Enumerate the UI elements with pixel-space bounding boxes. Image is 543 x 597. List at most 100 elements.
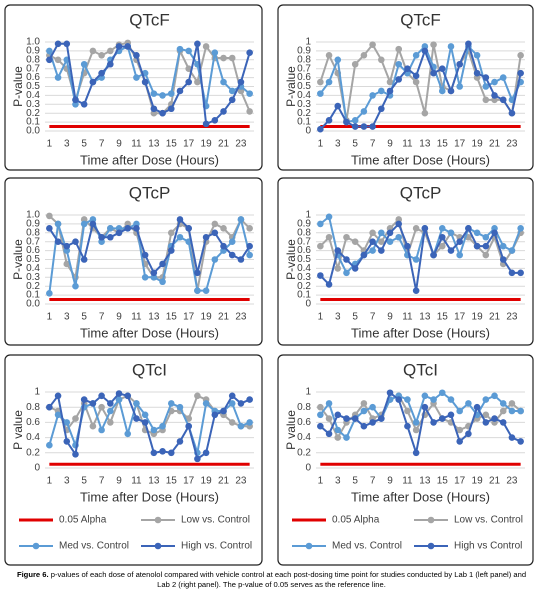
data-point bbox=[430, 41, 437, 48]
data-point bbox=[430, 396, 437, 403]
data-point bbox=[421, 225, 429, 232]
data-point bbox=[246, 242, 253, 250]
data-point bbox=[438, 233, 446, 241]
data-point bbox=[141, 78, 149, 86]
data-point bbox=[194, 40, 201, 48]
y-tick-label: 0.1 bbox=[297, 117, 311, 128]
x-tick-label: 19 bbox=[472, 476, 484, 487]
data-point bbox=[360, 251, 368, 259]
x-tick-label: 23 bbox=[235, 312, 247, 323]
x-tick-label: 7 bbox=[370, 476, 376, 487]
data-point bbox=[220, 242, 227, 250]
data-point bbox=[438, 87, 446, 95]
data-point bbox=[228, 251, 236, 259]
data-point bbox=[98, 233, 105, 241]
data-point bbox=[456, 426, 463, 434]
data-point bbox=[334, 56, 342, 64]
data-point bbox=[317, 422, 324, 430]
data-point bbox=[159, 278, 166, 286]
x-tick-label: 9 bbox=[116, 312, 122, 323]
data-point bbox=[395, 396, 403, 403]
panel-border bbox=[277, 354, 534, 566]
x-tick-label: 11 bbox=[131, 476, 142, 487]
data-point bbox=[115, 396, 123, 403]
data-point bbox=[447, 87, 455, 95]
data-point bbox=[150, 105, 158, 113]
x-tick-label: 17 bbox=[454, 139, 466, 150]
x-axis-label: Time after Dose (Hours) bbox=[80, 152, 219, 167]
x-tick-label: 7 bbox=[370, 139, 376, 150]
data-point bbox=[176, 403, 184, 411]
data-point bbox=[378, 229, 385, 237]
data-point bbox=[176, 45, 184, 53]
data-point bbox=[395, 45, 403, 53]
data-point bbox=[491, 78, 498, 86]
data-point bbox=[133, 415, 140, 422]
data-point bbox=[141, 419, 149, 426]
panel-border bbox=[4, 177, 263, 346]
legend-marker bbox=[305, 542, 313, 550]
data-point bbox=[237, 78, 245, 86]
x-tick-label: 5 bbox=[352, 476, 358, 487]
data-point bbox=[430, 69, 437, 77]
data-point bbox=[202, 120, 210, 128]
x-tick-label: 13 bbox=[419, 312, 431, 323]
data-point bbox=[46, 47, 53, 55]
caption-label: Figure 6. bbox=[16, 570, 49, 579]
data-point bbox=[360, 400, 368, 407]
data-point bbox=[369, 238, 376, 245]
data-point bbox=[482, 83, 490, 90]
data-point bbox=[176, 233, 184, 241]
x-axis-label: Time after Dose (Hours) bbox=[80, 325, 219, 340]
data-point bbox=[430, 251, 437, 259]
data-point bbox=[395, 233, 403, 241]
data-point bbox=[343, 233, 350, 241]
data-point bbox=[54, 74, 62, 81]
x-axis-label: Time after Dose (Hours) bbox=[351, 325, 490, 340]
data-point bbox=[185, 47, 192, 55]
y-tick-label: 0.8 bbox=[297, 54, 311, 65]
data-point bbox=[343, 118, 350, 126]
x-tick-label: 11 bbox=[402, 312, 413, 323]
data-point bbox=[220, 54, 227, 62]
data-point bbox=[386, 78, 394, 86]
data-point bbox=[194, 287, 201, 294]
data-point bbox=[202, 449, 210, 457]
data-point bbox=[176, 87, 184, 95]
data-point bbox=[369, 247, 376, 254]
data-point bbox=[499, 96, 507, 104]
x-tick-label: 3 bbox=[64, 312, 70, 323]
data-point bbox=[72, 415, 79, 422]
y-axis-label: P-value bbox=[11, 239, 25, 280]
data-point bbox=[369, 92, 376, 99]
data-point bbox=[499, 419, 507, 426]
data-point bbox=[54, 238, 62, 245]
panel-border bbox=[4, 4, 263, 171]
y-tick-label: 0.2 bbox=[297, 447, 311, 458]
data-point bbox=[107, 225, 114, 232]
legend-marker bbox=[427, 542, 435, 550]
data-point bbox=[395, 220, 403, 228]
y-tick-label: 0.2 bbox=[26, 447, 40, 458]
data-point bbox=[159, 447, 166, 455]
data-point bbox=[508, 434, 516, 441]
data-point bbox=[63, 438, 71, 445]
legend-label: High vs Control bbox=[454, 541, 522, 552]
x-tick-label: 11 bbox=[402, 139, 413, 150]
data-point bbox=[317, 78, 324, 86]
y-tick-label: 0.4 bbox=[297, 90, 311, 101]
caption-text: p-values of each dose of atenolol compar… bbox=[50, 570, 527, 589]
data-point bbox=[150, 90, 158, 97]
y-tick-label: 0.4 bbox=[26, 432, 40, 443]
y-tick-label: 0.2 bbox=[297, 108, 311, 119]
y-tick-label: 0.7 bbox=[26, 236, 40, 247]
y-tick-label: 0.2 bbox=[26, 108, 40, 119]
y-tick-label: 0.9 bbox=[297, 219, 311, 230]
data-point bbox=[334, 434, 342, 441]
y-tick-label: 0.3 bbox=[26, 272, 40, 283]
x-tick-label: 13 bbox=[148, 312, 160, 323]
data-point bbox=[351, 415, 359, 422]
x-tick-label: 17 bbox=[183, 476, 195, 487]
data-point bbox=[185, 225, 192, 232]
legend-label: Med vs. Control bbox=[59, 541, 129, 552]
